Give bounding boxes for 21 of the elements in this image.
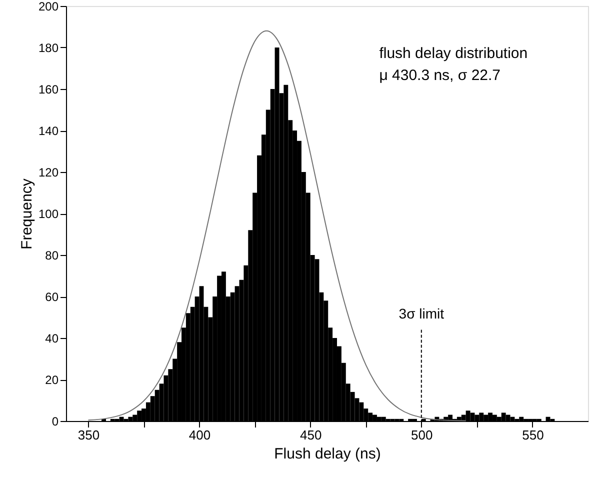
y-tick-label: 60 xyxy=(45,290,59,304)
x-tick-label: 350 xyxy=(78,428,100,442)
y-tick-label: 20 xyxy=(45,373,59,387)
y-tick-label: 80 xyxy=(45,248,59,262)
x-tick-label: 550 xyxy=(522,428,544,442)
annotation: flush delay distribution xyxy=(379,45,528,62)
x-tick-label: 450 xyxy=(300,428,322,442)
x-tick-label: 500 xyxy=(411,428,433,442)
x-axis-title: Flush delay (ns) xyxy=(274,446,381,462)
y-tick-label: 200 xyxy=(38,0,59,14)
y-tick-label: 180 xyxy=(38,41,59,55)
annotation: μ 430.3 ns, σ 22.7 xyxy=(379,67,501,84)
y-tick-label: 160 xyxy=(38,82,59,96)
ref-line-label: 3σ limit xyxy=(398,306,444,322)
y-tick-label: 0 xyxy=(52,414,59,428)
y-tick-label: 140 xyxy=(38,124,59,138)
y-tick-label: 120 xyxy=(38,166,59,180)
y-tick-label: 100 xyxy=(38,207,59,221)
y-tick-label: 40 xyxy=(45,332,59,346)
y-axis-title: Frequency xyxy=(18,178,36,250)
x-tick-label: 400 xyxy=(188,428,211,442)
